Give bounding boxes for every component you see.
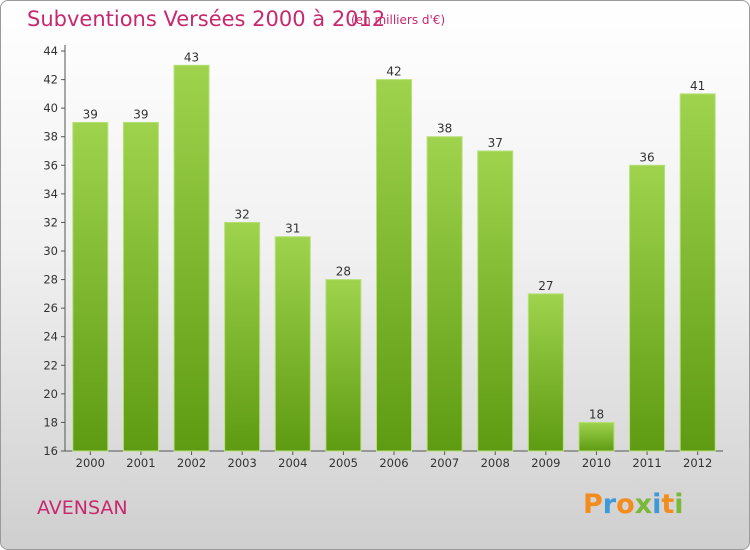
x-tick-label-2004: 2004 bbox=[278, 456, 307, 470]
commune-name: AVENSAN bbox=[37, 497, 128, 519]
data-label-2008: 37 bbox=[488, 136, 503, 150]
y-tick-label: 16 bbox=[43, 444, 58, 458]
y-tick-label: 30 bbox=[43, 244, 58, 258]
bar-2010 bbox=[578, 421, 615, 452]
x-tick-label-2007: 2007 bbox=[430, 456, 459, 470]
x-tick-label-2008: 2008 bbox=[481, 456, 510, 470]
bar-2012 bbox=[679, 93, 716, 452]
y-tick-label: 28 bbox=[43, 273, 58, 287]
data-label-2004: 31 bbox=[285, 222, 300, 236]
bar-2007 bbox=[426, 136, 463, 452]
y-tick-label: 36 bbox=[43, 158, 58, 172]
y-tick-label: 24 bbox=[43, 330, 58, 344]
bar-2009 bbox=[527, 293, 564, 452]
y-tick-label: 34 bbox=[43, 187, 58, 201]
bar-2001 bbox=[122, 121, 159, 452]
data-label-2007: 38 bbox=[437, 122, 452, 136]
data-label-2010: 18 bbox=[589, 407, 604, 421]
bar-2004 bbox=[274, 236, 311, 452]
data-label-2011: 36 bbox=[639, 150, 654, 164]
y-tick-label: 44 bbox=[43, 44, 58, 58]
logo-letter: i bbox=[674, 489, 684, 520]
bar-2006 bbox=[376, 79, 412, 452]
x-tick-label-2009: 2009 bbox=[531, 456, 560, 470]
logo-letter: t bbox=[661, 489, 675, 520]
x-tick-label-2010: 2010 bbox=[582, 456, 611, 470]
y-tick-label: 20 bbox=[43, 387, 58, 401]
x-tick-label-2011: 2011 bbox=[632, 456, 661, 470]
chart-data-labels: 39 39 43 32 31 28 42 38 37 27 18 36 41 bbox=[83, 50, 706, 421]
x-tick-label-2002: 2002 bbox=[177, 456, 206, 470]
logo-letter: r bbox=[602, 489, 617, 520]
logo-letter: x bbox=[634, 489, 653, 520]
x-tick-label-2000: 2000 bbox=[76, 456, 105, 470]
bar-2005 bbox=[325, 279, 362, 452]
data-label-2005: 28 bbox=[336, 265, 351, 279]
y-tick-label: 40 bbox=[43, 101, 58, 115]
y-tick-label: 32 bbox=[43, 215, 58, 229]
data-label-2001: 39 bbox=[133, 107, 148, 121]
x-tick-label-2006: 2006 bbox=[379, 456, 408, 470]
data-label-2009: 27 bbox=[538, 279, 553, 293]
chart-unit-label: (en milliers d'€) bbox=[351, 13, 446, 27]
chart-axes: 16 18 20 22 24 26 28 30 32 34 36 38 40 42 44 2000 2001 20… bbox=[43, 44, 723, 470]
bar-2000 bbox=[72, 121, 109, 452]
logo-letter: o bbox=[616, 489, 635, 520]
bar-2011 bbox=[629, 164, 666, 452]
y-tick-label: 18 bbox=[43, 415, 58, 429]
x-tick-label-2005: 2005 bbox=[329, 456, 358, 470]
y-tick-label: 22 bbox=[43, 358, 58, 372]
chart-title: Subventions Versées 2000 à 2012 bbox=[27, 7, 386, 31]
data-label-2012: 41 bbox=[690, 79, 705, 93]
data-label-2002: 43 bbox=[184, 50, 199, 64]
x-tick-label-2001: 2001 bbox=[126, 456, 155, 470]
x-tick-label-2003: 2003 bbox=[228, 456, 257, 470]
x-tick-label-2012: 2012 bbox=[683, 456, 712, 470]
logo-letter: P bbox=[583, 489, 603, 520]
y-tick-label: 26 bbox=[43, 301, 58, 315]
bar-2008 bbox=[477, 150, 514, 452]
proxiti-logo: Proxiti bbox=[583, 489, 684, 520]
data-label-2003: 32 bbox=[235, 207, 250, 221]
bar-2003 bbox=[224, 221, 261, 452]
y-tick-label: 38 bbox=[43, 130, 58, 144]
data-label-2006: 42 bbox=[386, 65, 401, 79]
data-label-2000: 39 bbox=[83, 107, 98, 121]
chart-bars bbox=[72, 64, 716, 452]
logo-letter: i bbox=[652, 489, 662, 520]
y-tick-label: 42 bbox=[43, 73, 58, 87]
bar-2002 bbox=[173, 64, 210, 452]
